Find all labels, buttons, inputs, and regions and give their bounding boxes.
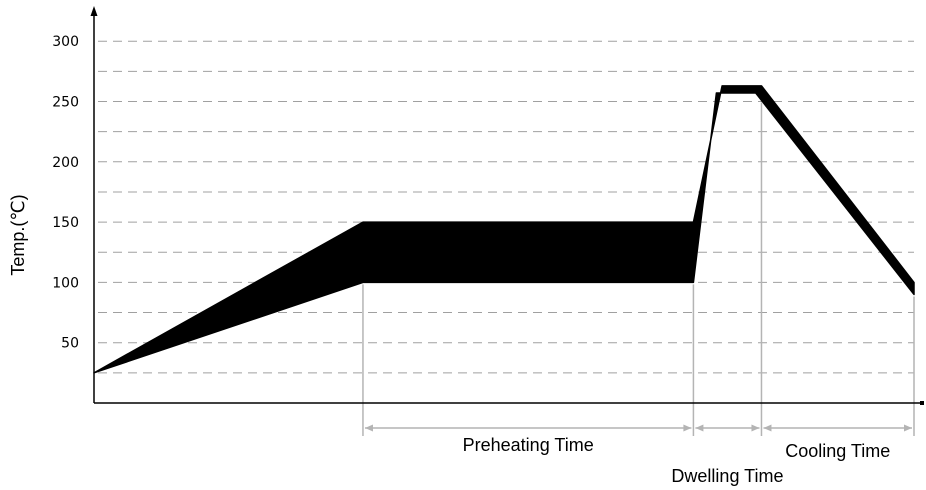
phase-arrowhead-right	[683, 424, 692, 432]
temperature-band-layer	[93, 85, 915, 374]
y-tick-label: 300	[52, 34, 79, 50]
phase-arrowhead-right	[751, 424, 760, 432]
phase-arrowhead-left	[763, 424, 772, 432]
axes	[90, 6, 924, 405]
y-tick-label: 200	[52, 155, 79, 171]
y-tick-label: 100	[52, 275, 79, 291]
phase-arrowhead-left	[364, 424, 373, 432]
temperature-band	[93, 85, 915, 374]
y-axis-arrowhead	[90, 6, 98, 16]
phase-arrowhead-right	[904, 424, 912, 432]
y-tick-label: 250	[52, 95, 79, 111]
y-tick-label: 50	[61, 336, 79, 352]
x-axis-end-marker	[920, 401, 924, 405]
y-tick-labels: 50 100 150 200 250 300	[52, 34, 79, 352]
y-tick-label: 150	[52, 215, 79, 231]
phase-arrowhead-left	[695, 424, 704, 432]
phase-label: Preheating Time	[463, 435, 594, 455]
phase-label: Dwelling Time	[671, 466, 783, 486]
phase-label: Cooling Time	[785, 441, 890, 461]
y-axis-label: Temp.(℃)	[8, 194, 28, 275]
